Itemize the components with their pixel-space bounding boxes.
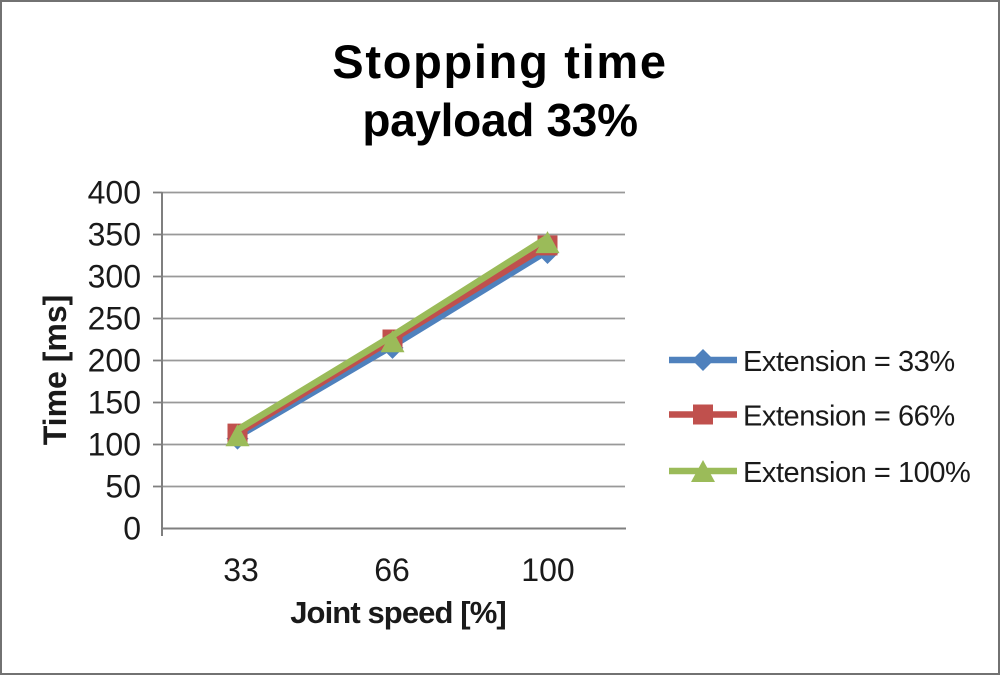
svg-text:300: 300 bbox=[88, 259, 141, 295]
svg-text:33: 33 bbox=[223, 552, 259, 588]
svg-text:Stopping time: Stopping time bbox=[332, 35, 667, 88]
svg-text:150: 150 bbox=[88, 385, 141, 421]
svg-text:Extension = 66%: Extension = 66% bbox=[743, 401, 955, 433]
svg-text:400: 400 bbox=[88, 175, 141, 211]
svg-text:100: 100 bbox=[521, 552, 574, 588]
svg-text:Extension = 33%: Extension = 33% bbox=[743, 346, 955, 378]
svg-text:350: 350 bbox=[88, 217, 141, 253]
svg-text:Time [ms]: Time [ms] bbox=[37, 295, 73, 446]
svg-text:Extension = 100%: Extension = 100% bbox=[743, 457, 970, 489]
svg-text:0: 0 bbox=[123, 511, 141, 547]
svg-text:100: 100 bbox=[88, 427, 141, 463]
svg-text:66: 66 bbox=[374, 552, 410, 588]
svg-text:payload 33%: payload 33% bbox=[362, 94, 637, 146]
svg-text:50: 50 bbox=[105, 469, 141, 505]
svg-text:Joint speed [%]: Joint speed [%] bbox=[290, 595, 506, 630]
svg-text:250: 250 bbox=[88, 301, 141, 337]
svg-text:200: 200 bbox=[88, 343, 141, 379]
